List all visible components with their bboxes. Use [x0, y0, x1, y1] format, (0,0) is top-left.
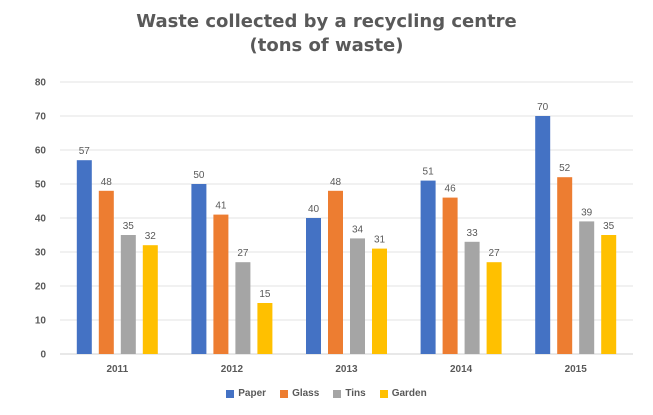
data-label: 35	[123, 221, 135, 232]
chart-subtitle: (tons of waste)	[249, 35, 404, 56]
data-label: 15	[259, 289, 271, 300]
data-label: 35	[603, 221, 615, 232]
data-label: 57	[79, 146, 91, 157]
chart-title-block: Waste collected by a recycling centre (t…	[0, 10, 653, 58]
data-label: 48	[101, 177, 113, 188]
y-tick-label: 70	[35, 112, 47, 123]
chart-title: Waste collected by a recycling centre	[136, 11, 517, 32]
bar-garden	[372, 248, 387, 354]
data-label: 48	[330, 177, 342, 188]
bar-glass	[98, 190, 114, 354]
legend-label: Garden	[391, 388, 427, 399]
bar-paper	[76, 160, 92, 354]
data-label: 39	[581, 207, 593, 218]
y-tick-label: 40	[35, 214, 47, 225]
bar-tins	[120, 235, 136, 354]
bar-glass	[213, 214, 229, 354]
x-tick-label: 2014	[450, 364, 473, 375]
bar-glass	[328, 190, 343, 354]
bar-glass	[557, 177, 573, 354]
legend-item-garden: Garden	[379, 388, 427, 399]
bar-paper	[535, 116, 551, 354]
legend-item-tins: Tins	[333, 388, 366, 399]
data-label: 50	[193, 170, 205, 181]
bar-garden	[257, 303, 273, 354]
bar-garden	[601, 235, 617, 354]
data-label: 40	[308, 204, 320, 215]
bar-paper	[306, 218, 321, 354]
legend-label: Paper	[238, 388, 267, 399]
bar-tins	[350, 238, 365, 354]
data-label: 31	[374, 235, 386, 246]
data-label: 46	[445, 184, 457, 195]
data-label: 33	[467, 228, 479, 239]
legend-swatch	[226, 389, 235, 398]
legend-label: Tins	[345, 388, 366, 399]
data-label: 32	[145, 231, 157, 242]
legend-item-glass: Glass	[280, 388, 319, 399]
legend-swatch	[280, 389, 289, 398]
bar-paper	[191, 184, 207, 354]
data-label: 27	[489, 248, 501, 259]
data-label: 27	[237, 248, 249, 259]
data-label: 51	[423, 167, 435, 178]
bar-paper	[420, 180, 436, 354]
x-tick-label: 2011	[106, 364, 128, 375]
legend-swatch	[379, 389, 388, 398]
legend-label: Glass	[292, 388, 320, 399]
bar-tins	[464, 241, 480, 354]
bar-tins	[235, 262, 251, 354]
x-tick-label: 2015	[565, 364, 588, 375]
bar-garden	[486, 262, 502, 354]
legend-swatch	[333, 389, 342, 398]
x-tick-label: 2013	[335, 364, 358, 375]
bar-tins	[579, 221, 595, 354]
data-label: 52	[559, 163, 571, 174]
y-tick-label: 0	[40, 350, 46, 361]
y-tick-label: 20	[35, 282, 47, 293]
y-tick-label: 10	[35, 316, 47, 327]
y-tick-label: 60	[35, 146, 47, 157]
x-tick-label: 2012	[221, 364, 244, 375]
y-tick-label: 30	[35, 248, 47, 259]
bar-garden	[142, 245, 158, 354]
y-tick-label: 80	[35, 78, 47, 89]
data-label: 41	[215, 201, 227, 212]
bar-glass	[442, 197, 458, 354]
data-label: 34	[352, 224, 364, 235]
legend-item-paper: Paper	[226, 388, 266, 399]
data-label: 70	[537, 102, 549, 113]
chart-legend: Paper Glass Tins Garden	[0, 388, 653, 399]
y-tick-label: 50	[35, 180, 47, 191]
